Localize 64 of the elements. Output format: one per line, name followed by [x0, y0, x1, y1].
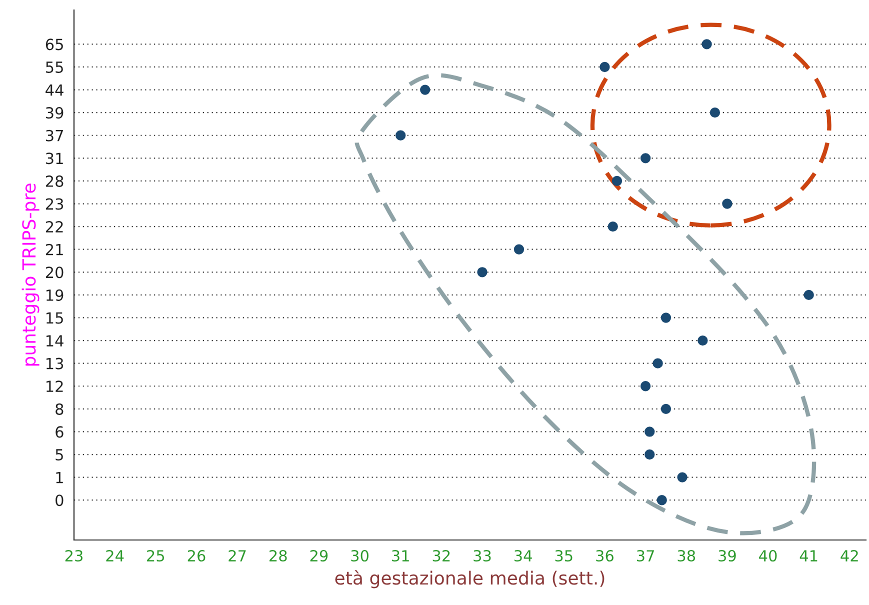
x-tick-label: 24: [106, 550, 124, 562]
point: [722, 198, 732, 209]
x-tick-label: 39: [718, 550, 736, 562]
x-tick-label: 27: [228, 550, 246, 562]
y-tick-label: 15: [46, 312, 63, 324]
point: [804, 290, 814, 300]
y-tick-label: 55: [46, 62, 63, 74]
y-tick-label: 39: [46, 107, 64, 119]
x-tick-label: 42: [840, 550, 858, 562]
y-tick-label: 6: [56, 426, 64, 438]
y-tick-label: 5: [56, 449, 63, 461]
x-tick-label: 36: [596, 550, 614, 562]
point: [702, 39, 712, 50]
point: [656, 495, 667, 506]
point: [640, 381, 651, 392]
point: [644, 426, 655, 437]
point: [644, 449, 655, 460]
x-tick-label: 25: [147, 550, 164, 562]
y-tick-label: 8: [56, 403, 64, 415]
y-tick-label: 13: [46, 358, 64, 370]
x-axis-title: età gestazionale media (sett.): [335, 570, 604, 588]
x-tick-label: 35: [555, 550, 572, 562]
point: [677, 472, 688, 482]
y-tick-label: 14: [46, 335, 64, 346]
x-tick-label: 31: [392, 550, 409, 562]
y-tick-label: 21: [46, 244, 63, 256]
x-tick-label: 32: [432, 550, 450, 562]
point: [640, 153, 651, 164]
y-tick-label: 20: [46, 266, 64, 278]
point: [477, 267, 488, 278]
y-axis-title: punteggio TRIPS-pre: [22, 184, 40, 366]
x-tick-label: 40: [759, 550, 777, 562]
point: [652, 358, 663, 368]
x-tick-label: 37: [636, 550, 654, 562]
x-tick-label: 23: [65, 550, 82, 562]
point: [514, 244, 524, 254]
x-tick-label: 38: [678, 550, 696, 562]
x-tick-label: 29: [310, 550, 328, 562]
x-tick-label: 34: [514, 550, 532, 562]
point: [420, 84, 430, 95]
y-tick-label: 0: [56, 494, 64, 506]
x-tick-label: 28: [270, 550, 287, 562]
point: [600, 62, 610, 72]
point: [608, 221, 618, 232]
point: [660, 404, 672, 414]
point: [612, 176, 622, 186]
point: [396, 130, 406, 140]
y-tick-label: 19: [46, 289, 64, 301]
y-tick-label: 37: [46, 130, 63, 142]
point: [710, 107, 720, 118]
y-tick-label: 22: [46, 221, 63, 232]
y-tick-label: 31: [46, 152, 63, 164]
x-tick-label: 30: [351, 550, 368, 562]
y-tick-label: 12: [46, 380, 63, 392]
y-tick-label: 28: [46, 175, 64, 187]
y-tick-label: 44: [46, 84, 64, 96]
point: [660, 312, 672, 323]
x-tick-label: 41: [800, 550, 818, 562]
y-tick-label: 65: [46, 38, 63, 50]
x-tick-label: 33: [474, 550, 491, 562]
point: [698, 335, 708, 346]
x-tick-label: 26: [188, 550, 206, 562]
y-tick-label: 23: [46, 198, 64, 210]
y-tick-label: 1: [56, 472, 63, 484]
